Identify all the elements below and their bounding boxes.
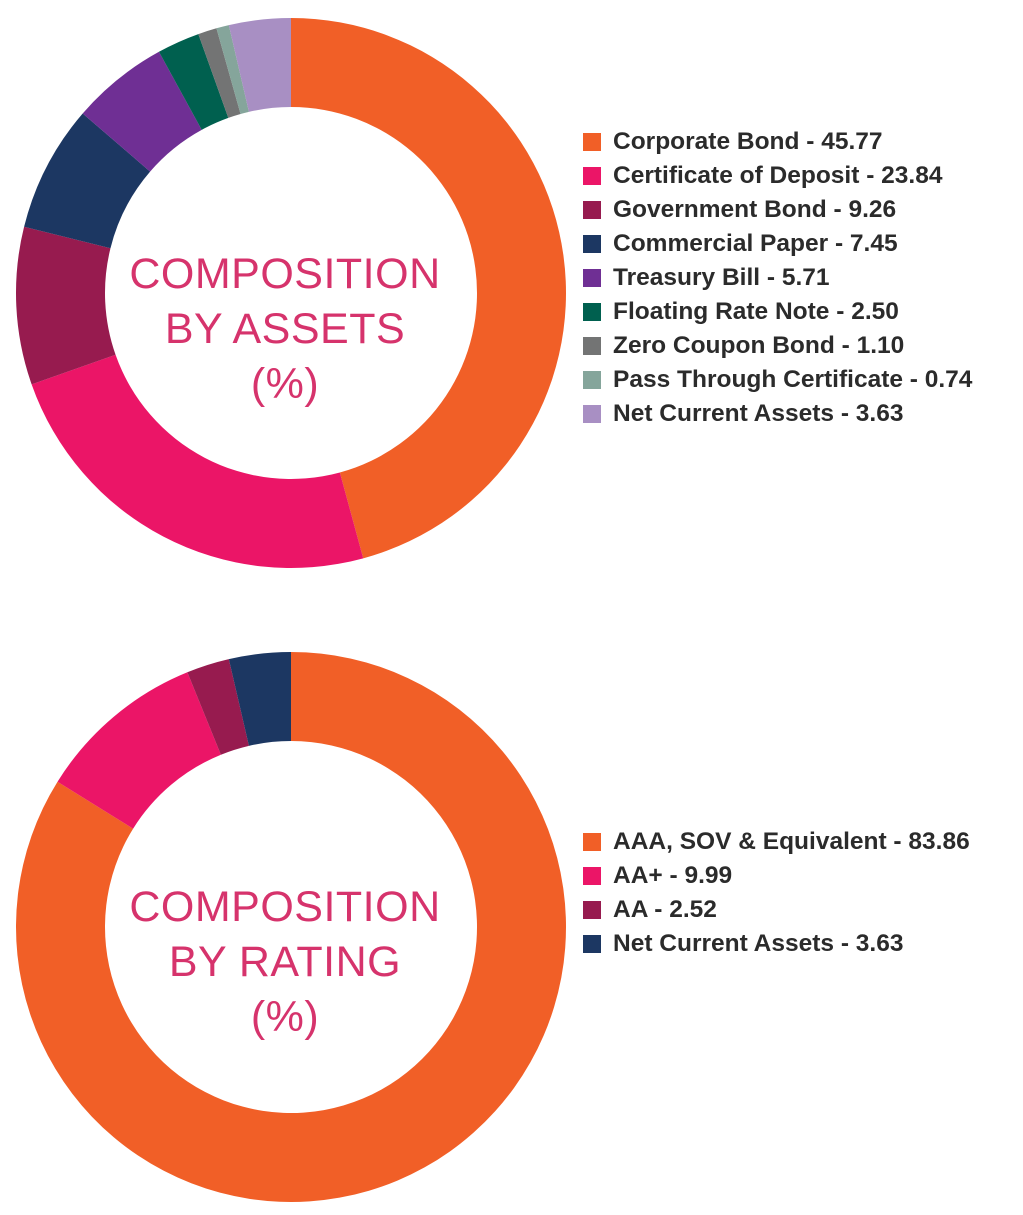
legend-label: Government Bond - 9.26 [613, 196, 897, 223]
donut-slice-net-current-assets [228, 18, 291, 112]
legend-swatch [583, 167, 601, 185]
donut-slice-aaa-sov-equivalent [15, 652, 566, 1202]
assets-center-label: COMPOSITION BY ASSETS (%) [105, 247, 465, 412]
legend-swatch [583, 303, 601, 321]
donut-slice-aa [187, 659, 249, 755]
legend-label: Treasury Bill - 5.71 [613, 264, 830, 291]
rating-center-label: COMPOSITION BY RATING (%) [105, 880, 465, 1045]
legend-item-floating-rate-note: Floating Rate Note - 2.50 [583, 295, 972, 329]
legend-item-aaa-sov: AAA, SOV & Equivalent - 83.86 [583, 825, 973, 859]
legend-swatch [583, 133, 601, 151]
rating-donut [15, 652, 566, 1202]
legend-swatch [583, 935, 601, 953]
legend-label: Floating Rate Note - 2.50 [613, 298, 899, 325]
legend-swatch [583, 833, 601, 851]
legend-label: AAA, SOV & Equivalent - 83.86 [613, 828, 970, 855]
legend-item-zero-coupon-bond: Zero Coupon Bond - 1.10 [583, 329, 972, 363]
legend-swatch [583, 235, 601, 253]
assets-center-line-1: COMPOSITION [129, 250, 441, 298]
legend-item-treasury-bill: Treasury Bill - 5.71 [583, 261, 972, 295]
legend-swatch [583, 269, 601, 287]
legend-label: Certificate of Deposit - 23.84 [613, 162, 943, 189]
rating-center-line-1: COMPOSITION [129, 883, 441, 931]
legend-item-aa-plus: AA+ - 9.99 [583, 859, 973, 893]
donut-slice-certificate-of-deposit [31, 354, 364, 568]
legend-label: AA+ - 9.99 [613, 862, 733, 889]
donut-slice-pass-through-certificate [216, 25, 249, 114]
legend-swatch [583, 201, 601, 219]
legend-item-net-current-assets: Net Current Assets - 3.63 [583, 397, 972, 431]
legend-label: Commercial Paper - 7.45 [613, 230, 898, 257]
legend-label: AA - 2.52 [613, 896, 717, 923]
donut-slice-zero-coupon-bond [198, 28, 241, 118]
legend-item-net-current-assets: Net Current Assets - 3.63 [583, 927, 973, 961]
legend-label: Corporate Bond - 45.77 [613, 128, 883, 155]
assets-center-line-2: BY ASSETS [164, 305, 406, 353]
donut-slice-government-bond [15, 226, 116, 385]
legend-item-pass-through-certificate: Pass Through Certificate - 0.74 [583, 363, 972, 397]
donut-slice-corporate-bond [291, 18, 567, 559]
rating-chart: COMPOSITION BY RATING (%) AAA, SOV & Equ… [0, 620, 1023, 1215]
legend-item-aa: AA - 2.52 [583, 893, 973, 927]
legend-swatch [583, 405, 601, 423]
legend-label: Net Current Assets - 3.63 [613, 400, 904, 427]
donut-slice-treasury-bill [82, 51, 202, 172]
rating-legend: AAA, SOV & Equivalent - 83.86 AA+ - 9.99… [583, 825, 973, 961]
assets-donut [15, 18, 567, 568]
legend-swatch [583, 901, 601, 919]
legend-swatch [583, 337, 601, 355]
legend-label: Zero Coupon Bond - 1.10 [613, 332, 905, 359]
assets-center-line-3: (%) [250, 360, 320, 408]
donut-slice-aa [57, 672, 221, 829]
legend-item-certificate-of-deposit: Certificate of Deposit - 23.84 [583, 159, 972, 193]
rating-center-line-3: (%) [250, 993, 320, 1041]
donut-slice-net-current-assets [228, 652, 291, 746]
legend-swatch [583, 371, 601, 389]
legend-item-commercial-paper: Commercial Paper - 7.45 [583, 227, 972, 261]
legend-swatch [583, 867, 601, 885]
legend-item-corporate-bond: Corporate Bond - 45.77 [583, 125, 972, 159]
donut-slice-commercial-paper [24, 113, 151, 249]
donut-slice-floating-rate-note [158, 34, 229, 130]
assets-legend: Corporate Bond - 45.77 Certificate of De… [583, 125, 972, 431]
legend-label: Net Current Assets - 3.63 [613, 930, 904, 957]
rating-center-line-2: BY RATING [168, 938, 402, 986]
assets-chart: COMPOSITION BY ASSETS (%) Corporate Bond… [0, 0, 1023, 600]
legend-label: Pass Through Certificate - 0.74 [613, 366, 973, 393]
legend-item-government-bond: Government Bond - 9.26 [583, 193, 972, 227]
